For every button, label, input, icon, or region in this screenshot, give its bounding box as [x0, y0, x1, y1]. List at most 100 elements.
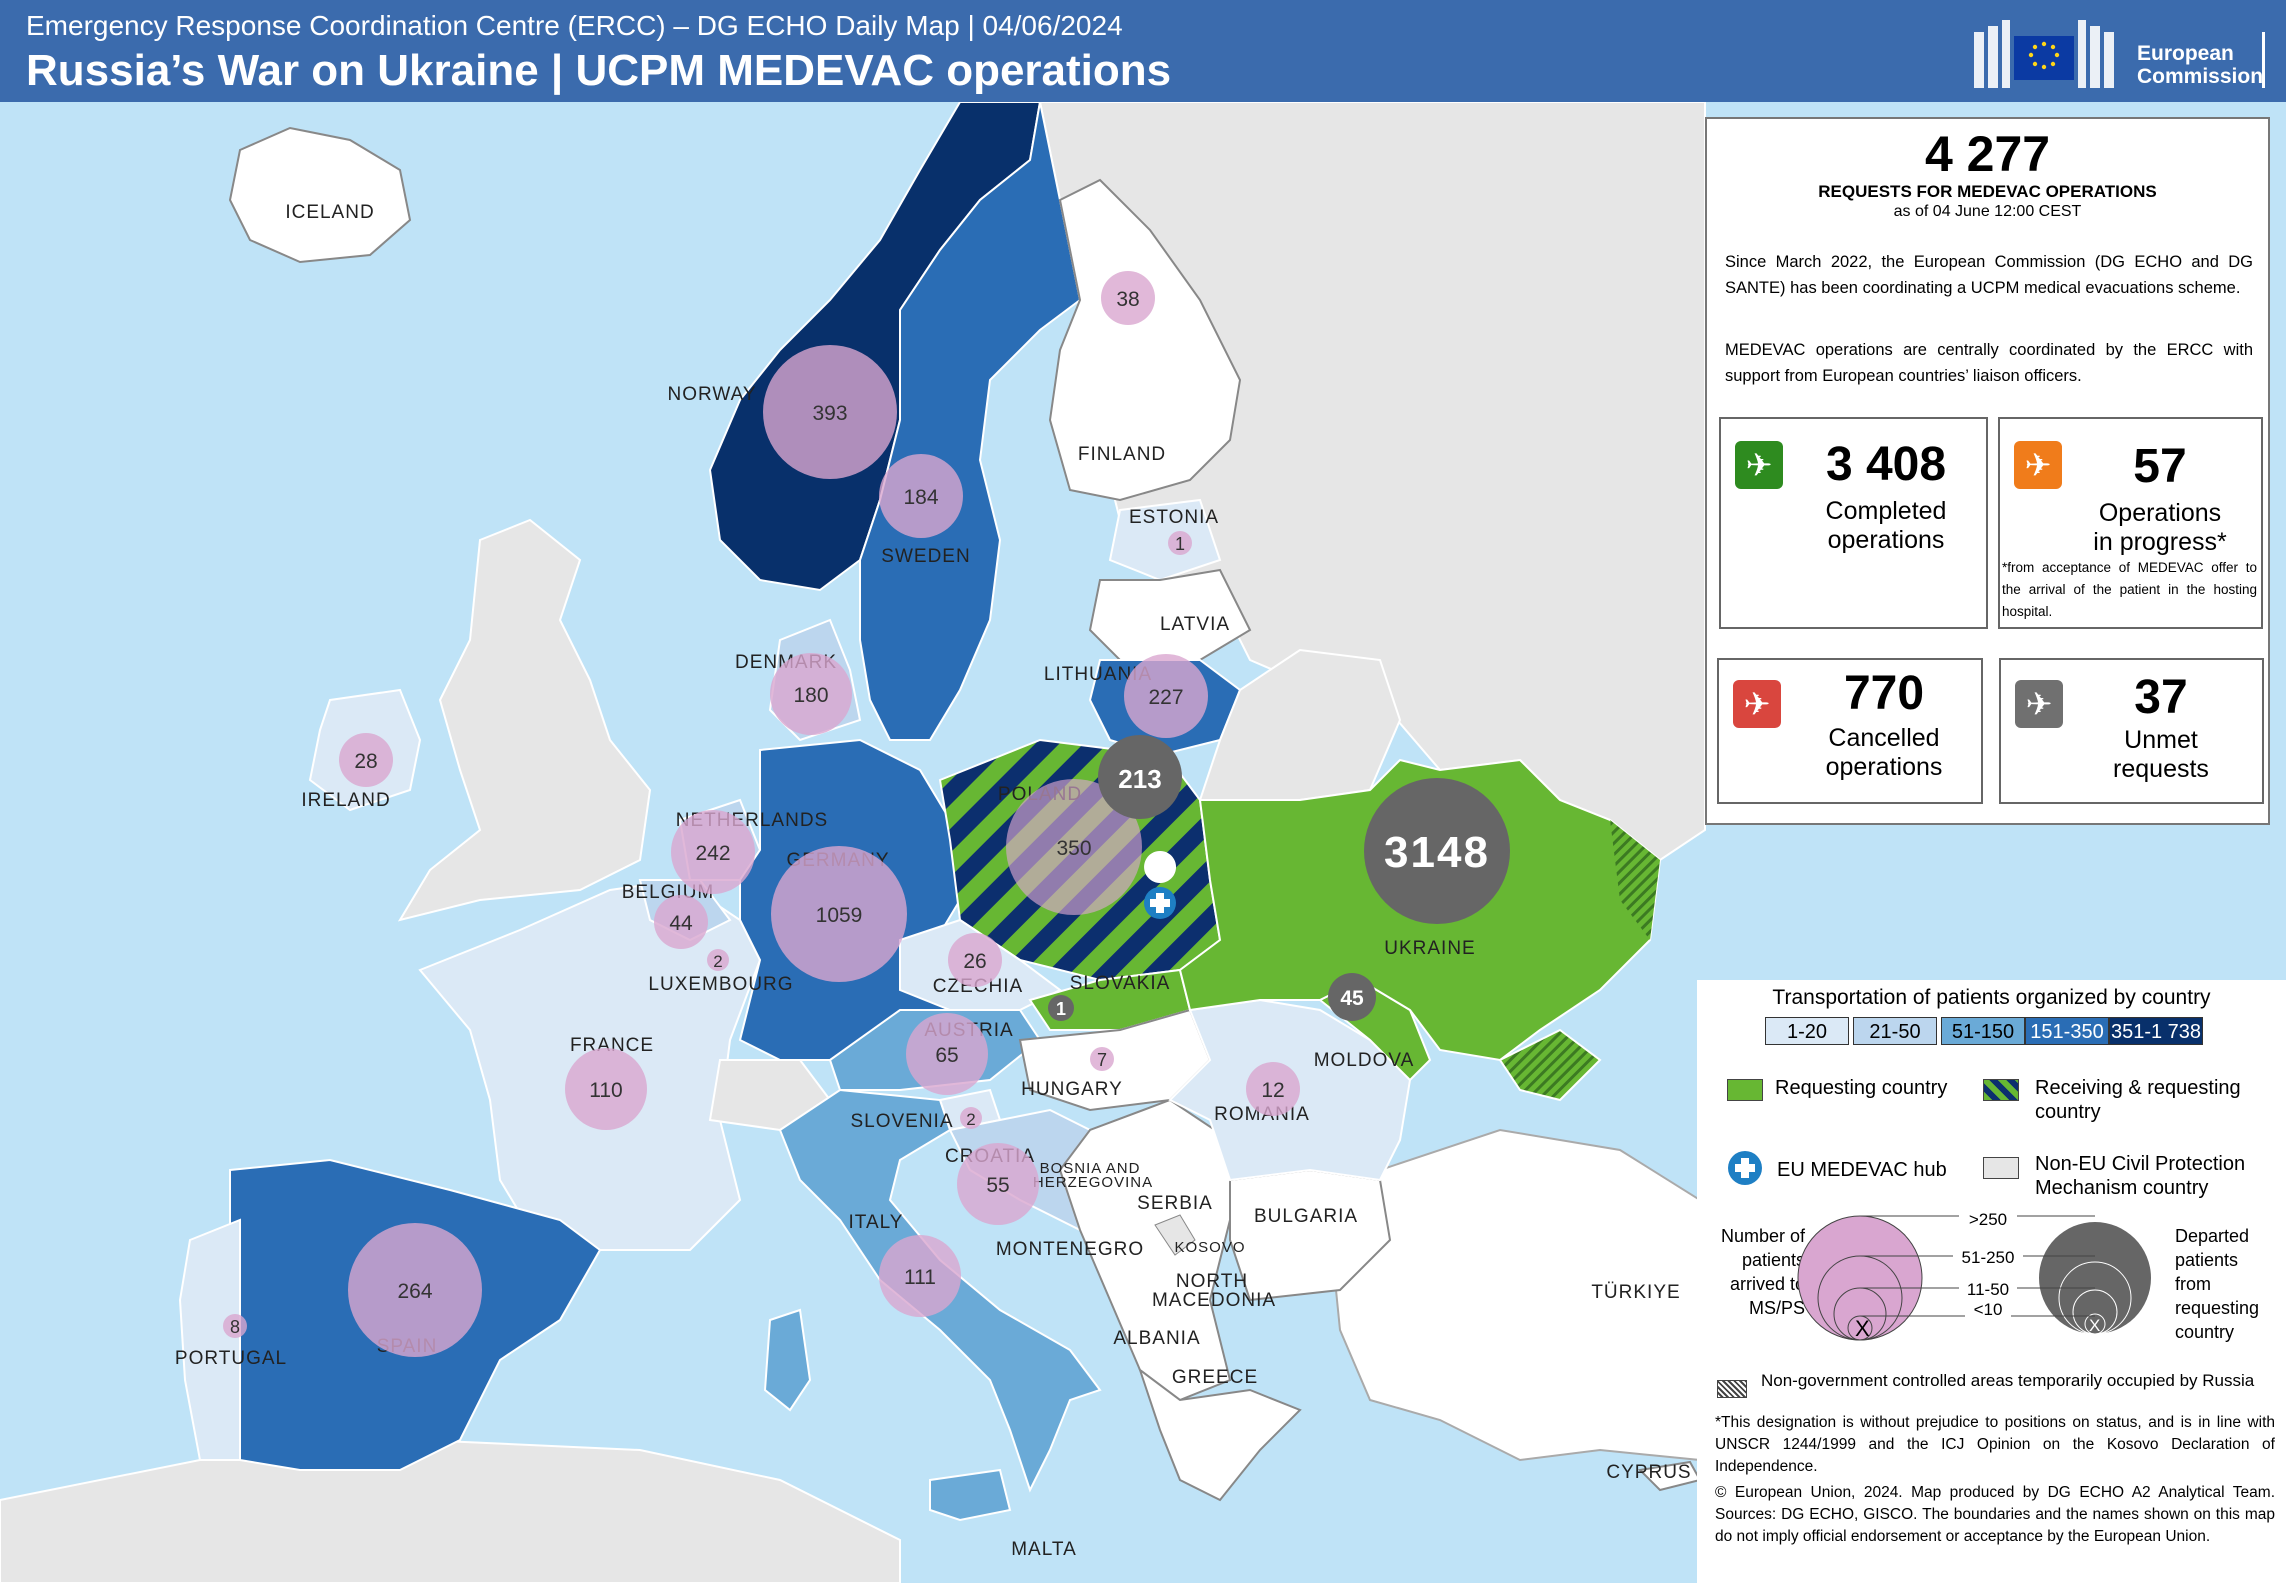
summary-panel: 4 277 REQUESTS FOR MEDEVAC OPERATIONS as… — [1705, 117, 2270, 825]
svg-text:X: X — [1855, 1316, 1870, 1341]
arrivals-croatia: 55 — [957, 1143, 1039, 1225]
departures-slovakia-value: 1 — [1056, 999, 1066, 1019]
label-north-macedonia-1: NORTH — [1176, 1271, 1248, 1292]
arrivals-romania: 12 — [1246, 1062, 1300, 1116]
crimea-area — [1498, 1028, 1602, 1102]
arrivals-italy: 111 — [879, 1235, 961, 1317]
map-subtitle: Emergency Response Coordination Centre (… — [26, 10, 1123, 41]
departures-ukraine-value: 3148 — [1384, 828, 1490, 877]
departures-ukraine: 3148 — [1364, 778, 1510, 924]
size-class-1: >250 — [1959, 1208, 2017, 1232]
label-malta: MALTA — [1011, 1539, 1077, 1560]
eu-medevac-hub-marker[interactable] — [1144, 851, 1177, 919]
arrivals-norway-value: 393 — [812, 402, 847, 425]
arrivals-spain-value: 264 — [397, 1280, 432, 1303]
label-lithuania: LITHUANIA — [1044, 664, 1152, 685]
completed-operations-card: ✈ 3 408 Completed operations — [1719, 417, 1988, 629]
legend-class-4: 151-350 — [2025, 1017, 2109, 1045]
arrivals-slovenia-value: 2 — [966, 1110, 975, 1129]
map-title: Russia’s War on Ukraine | UCPM MEDEVAC o… — [26, 46, 1172, 95]
arrivals-estonia-value: 1 — [1175, 534, 1185, 554]
arrivals-luxembourg: 2 — [707, 949, 729, 971]
arrivals-sweden-value: 184 — [903, 486, 938, 509]
legend-class-5: 351-1 738 — [2109, 1017, 2203, 1045]
arrivals-romania-value: 12 — [1261, 1079, 1284, 1102]
arrivals-netherlands-value: 242 — [695, 842, 730, 865]
arrivals-denmark: 180 — [770, 653, 852, 735]
copyright-note: © European Union, 2024. Map produced by … — [1715, 1484, 2275, 1545]
coordination-paragraph: MEDEVAC operations are centrally coordin… — [1725, 341, 2253, 385]
completed-value: 3 408 — [1825, 438, 1947, 491]
label-slovakia: SLOVAKIA — [1070, 973, 1171, 994]
label-cyprus: CYPRUS — [1606, 1462, 1691, 1483]
legend-class-3: 51-150 — [1941, 1017, 2025, 1045]
arrivals-sweden: 184 — [879, 454, 963, 538]
arrivals-luxembourg-value: 2 — [713, 952, 722, 971]
arrivals-france: 110 — [565, 1048, 647, 1130]
arrivals-lithuania-value: 227 — [1148, 686, 1183, 709]
unmet-plane-icon: ✈ — [2015, 680, 2063, 728]
label-ireland: IRELAND — [301, 790, 390, 811]
kosovo-footnote: *This designation is without prejudice t… — [1715, 1414, 2275, 1475]
completed-plane-icon: ✈ — [1735, 441, 1783, 489]
arrivals-slovenia: 2 — [960, 1107, 982, 1129]
label-italy: ITALY — [849, 1212, 904, 1233]
uk-area — [397, 518, 652, 922]
bubble-size-legend: X X — [1797, 1215, 2151, 1341]
finland-area — [1048, 178, 1242, 502]
departures-moldova-value: 45 — [1340, 987, 1364, 1010]
in-progress-card: ✈ 57 Operations in progress* *from accep… — [1998, 417, 2263, 629]
arrived-label: Number of patients arrived to MS/PS — [1720, 1226, 1805, 1318]
label-albania: ALBANIA — [1113, 1328, 1200, 1349]
label-kosovo: KOSOVO — [1174, 1239, 1245, 1256]
label-slovenia: SLOVENIA — [850, 1111, 953, 1132]
label-bulgaria: BULGARIA — [1254, 1206, 1358, 1227]
arrivals-germany: 1059 — [771, 846, 907, 982]
legend-class-2: 21-50 — [1853, 1017, 1937, 1045]
arrivals-netherlands: 242 — [671, 810, 755, 894]
non-eu-label: Non-EU Civil Protection Mechanism countr… — [2035, 1153, 2246, 1199]
size-class-4: <10 — [1965, 1298, 2011, 1322]
sweden-area — [859, 102, 1082, 741]
sicily-area — [929, 1468, 1012, 1522]
arrivals-poland-value: 350 — [1056, 837, 1091, 860]
arrivals-hungary: 7 — [1090, 1047, 1114, 1071]
cancelled-label-1: Cancelled — [1828, 724, 1940, 752]
arrivals-austria: 65 — [906, 1013, 988, 1095]
greece-area — [1138, 1367, 1302, 1502]
iceland-area — [228, 126, 412, 264]
turkiye-area — [1328, 1128, 1701, 1462]
legend-title: Transportation of patients organized by … — [1772, 986, 2211, 1009]
portugal-area — [178, 1218, 241, 1461]
label-serbia: SERBIA — [1137, 1193, 1213, 1214]
in-progress-label-1: Operations — [2098, 499, 2222, 527]
departures-slovakia: 1 — [1048, 995, 1074, 1021]
occupied-east-area — [1610, 820, 1660, 940]
requesting-label: Requesting country — [1775, 1077, 1948, 1099]
label-greece: GREECE — [1172, 1367, 1258, 1388]
cancelled-label-2: operations — [1825, 753, 1943, 781]
label-luxembourg: LUXEMBOURG — [648, 974, 793, 995]
departed-label: Departed patients from requesting countr… — [2175, 1226, 2260, 1342]
arrivals-belgium-value: 44 — [669, 912, 693, 935]
label-ukraine: UKRAINE — [1384, 938, 1475, 959]
label-latvia: LATVIA — [1160, 614, 1230, 635]
occupied-swatch — [1717, 1380, 1747, 1398]
receiving-requesting-label: Receiving & requesting country — [2035, 1077, 2241, 1123]
svg-text:X: X — [2089, 1316, 2100, 1335]
departures-poland: 213 — [1098, 735, 1182, 819]
cancelled-operations-card: ✈ 770 Cancelled operations — [1717, 658, 1983, 804]
unmet-value: 37 — [2134, 671, 2188, 724]
non-eu-swatch — [1983, 1157, 2019, 1179]
unmet-requests-card: ✈ 37 Unmet requests — [1999, 658, 2264, 804]
kosovo-area — [1154, 1214, 1196, 1256]
arrivals-estonia: 1 — [1168, 531, 1192, 555]
arrivals-portugal: 8 — [223, 1314, 247, 1338]
arrivals-czechia-value: 26 — [963, 950, 986, 973]
label-turkiye: TÜRKIYE — [1591, 1282, 1680, 1303]
arrivals-belgium: 44 — [654, 895, 708, 949]
size-class-2: 51-250 — [1953, 1246, 2023, 1270]
label-portugal: PORTUGAL — [175, 1348, 287, 1369]
arrivals-lithuania: 227 — [1124, 654, 1208, 738]
in-progress-label-2: in progress* — [2093, 528, 2227, 556]
